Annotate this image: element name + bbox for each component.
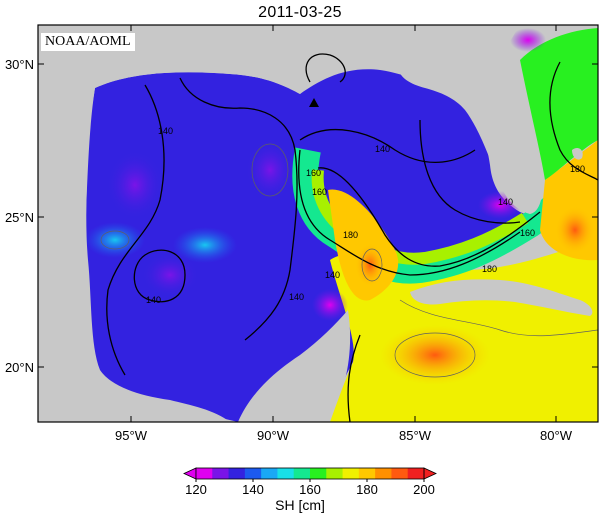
us-coast-land [38, 25, 520, 94]
mexico-land [38, 25, 238, 422]
contour-label: 140 [325, 270, 340, 280]
contour-lines [106, 53, 598, 422]
colorbar-swatch [277, 468, 295, 479]
colorbar-swatch [342, 468, 360, 479]
colorbar-tick-label: 180 [356, 482, 378, 497]
gulf-water [86, 69, 531, 422]
lon-label: 95°W [115, 428, 148, 443]
contour-label: 160 [312, 187, 327, 197]
contour-label: 140 [158, 126, 173, 136]
contour-label: 140 [375, 144, 390, 154]
contour-label: 140 [289, 292, 304, 302]
lat-label: 20°N [5, 360, 34, 375]
colorbar-swatch [407, 468, 425, 479]
atlantic-green [520, 28, 598, 180]
colorbar-tick-label: 140 [242, 482, 264, 497]
triangle-marker [309, 98, 319, 107]
axis-ticks [38, 25, 598, 422]
lat-label: 30°N [5, 57, 34, 72]
colorbar-tick-label: 200 [413, 482, 435, 497]
colorbar-swatch [326, 468, 344, 479]
map-title: 2011-03-25 [258, 4, 342, 21]
colorbar-swatch [375, 468, 392, 479]
contour-label: 180 [570, 164, 585, 174]
colorbar-swatch [358, 468, 376, 479]
colorbar-min-arrow [183, 467, 197, 480]
colorbar-swatch [212, 468, 230, 479]
colorbar-tick-label: 120 [185, 482, 207, 497]
island-land [522, 148, 532, 159]
colorbar-swatch [293, 468, 311, 479]
contour-label: 140 [498, 197, 513, 207]
credit-label: NOAA/AOML [41, 33, 135, 51]
contour-label-group: 140 140 140 140 160 160 180 140 160 180 … [146, 126, 585, 305]
map-frame [37, 24, 599, 423]
yucatan-land [238, 310, 351, 422]
lon-label: 80°W [540, 428, 573, 443]
colorbar-label: SH [cm] [275, 497, 325, 513]
florida-land [398, 58, 542, 214]
contour-label: 180 [482, 264, 497, 274]
colorbar-swatch [261, 468, 278, 479]
contour-label: 140 [146, 295, 161, 305]
cuba-land [410, 279, 593, 316]
lon-label: 85°W [399, 428, 432, 443]
colorbar [183, 467, 437, 482]
colorbar-tick-labels: 120 140 160 180 200 [185, 482, 435, 497]
lat-label: 25°N [5, 210, 34, 225]
bahamas-land [572, 147, 583, 160]
colorbar-swatch [244, 468, 262, 479]
colorbar-tick-label: 160 [299, 482, 321, 497]
contour-label: 180 [343, 230, 358, 240]
contour-label: 160 [520, 228, 535, 238]
colorbar-swatch [228, 468, 246, 479]
minor-contour-lines [100, 143, 598, 378]
colorbar-swatch [310, 468, 327, 479]
colorbar-swatch [391, 468, 409, 479]
colorbar-max-arrow [423, 467, 437, 480]
colorbar-swatch [196, 468, 213, 479]
contour-label: 160 [306, 168, 321, 178]
lon-label: 90°W [257, 428, 290, 443]
